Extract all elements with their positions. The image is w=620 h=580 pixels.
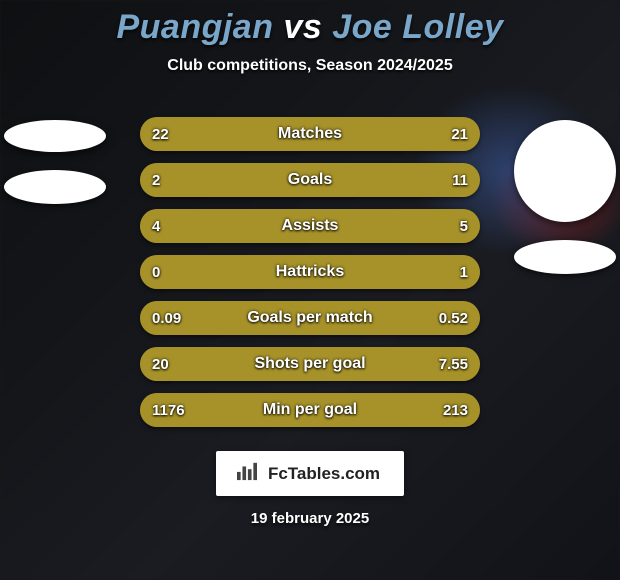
player1-club-badge	[4, 170, 106, 204]
stat-row: 45Assists	[140, 209, 480, 243]
stat-label: Assists	[140, 209, 480, 243]
title-vs: vs	[283, 8, 322, 46]
page-title: Puangjan vs Joe Lolley	[116, 8, 503, 47]
date-text: 19 february 2025	[251, 510, 369, 527]
subtitle: Club competitions, Season 2024/2025	[167, 57, 452, 75]
stat-row: 1176213Min per goal	[140, 393, 480, 427]
stat-row: 2221Matches	[140, 117, 480, 151]
stat-label: Matches	[140, 117, 480, 151]
stat-row: 211Goals	[140, 163, 480, 197]
title-player1: Puangjan	[116, 8, 273, 46]
footer: FcTables.com 19 february 2025	[216, 451, 404, 527]
stat-label: Goals per match	[140, 301, 480, 335]
player2-avatar	[514, 120, 616, 222]
stat-label: Goals	[140, 163, 480, 197]
brand-text: FcTables.com	[268, 464, 380, 484]
stat-row: 207.55Shots per goal	[140, 347, 480, 381]
player1-avatar	[4, 120, 106, 152]
stat-label: Min per goal	[140, 393, 480, 427]
comparison-card: Puangjan vs Joe Lolley Club competitions…	[0, 0, 620, 580]
stat-row: 01Hattricks	[140, 255, 480, 289]
brand-badge: FcTables.com	[216, 451, 404, 496]
brand-bars-icon	[236, 461, 258, 486]
stat-row: 0.090.52Goals per match	[140, 301, 480, 335]
stats-list: 2221Matches 211Goals 45Assists 01Hattricks 0…	[140, 117, 480, 427]
stat-label: Hattricks	[140, 255, 480, 289]
player2-club-badge	[514, 240, 616, 274]
player1-column	[0, 120, 110, 204]
player2-column	[510, 120, 620, 274]
title-player2: Joe Lolley	[332, 8, 503, 46]
stat-label: Shots per goal	[140, 347, 480, 381]
